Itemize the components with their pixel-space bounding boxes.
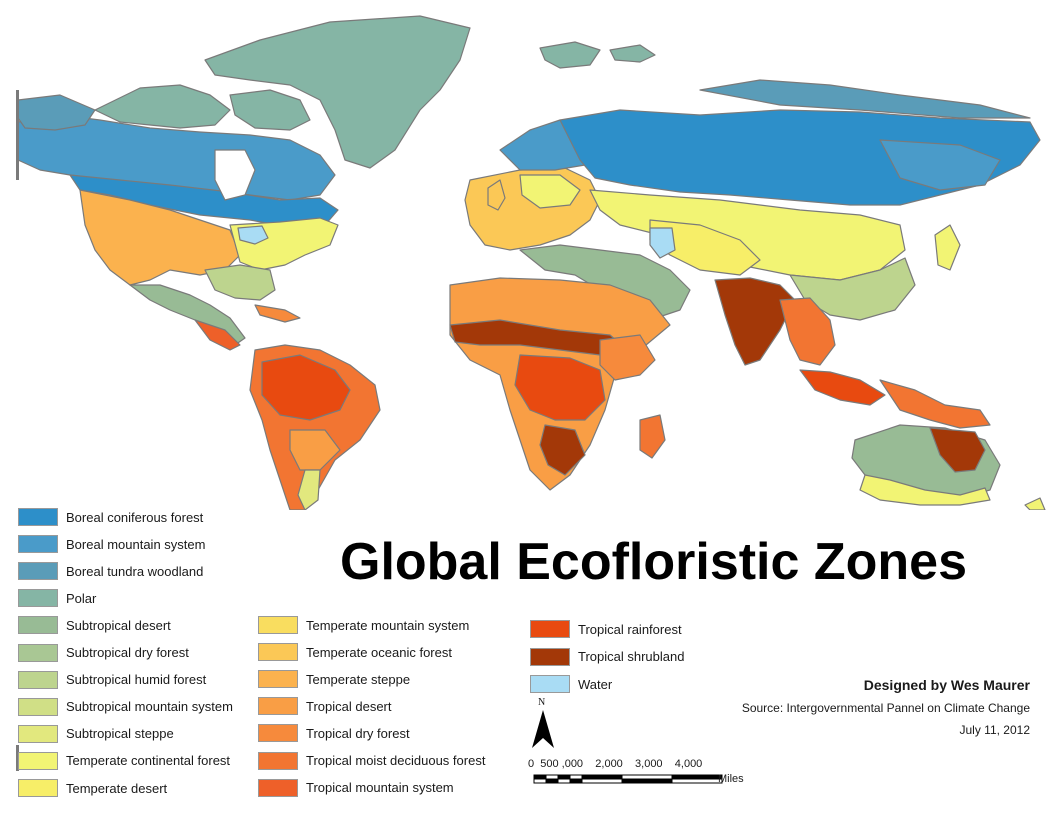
legend-label: Tropical dry forest [306,725,410,741]
legend-item: Subtropical dry forest [18,643,189,663]
north-arrow-icon [532,710,554,748]
legend-item: Temperate desert [18,778,167,798]
legend-swatch [258,697,298,716]
legend-item: Water [530,674,612,694]
legend-label: Temperate desert [66,780,168,796]
legend-label: Subtropical humid forest [66,672,207,688]
legend-label: Boreal coniferous forest [66,509,204,525]
legend-swatch [18,670,58,689]
legend-item: Tropical desert [258,696,392,716]
north-label: N [538,697,546,708]
legend-swatch [18,562,58,581]
legend-swatch [18,535,58,554]
legend-label: Tropical desert [306,698,392,714]
legend-item: Polar [18,588,96,608]
great-lakes [237,225,269,245]
legend-label: Boreal tundra woodland [66,563,204,579]
india [714,277,796,366]
legend-item: Boreal mountain system [18,534,205,554]
legend-swatch [18,508,58,526]
legend-label: Boreal mountain system [66,536,206,552]
legend-swatch [258,751,298,770]
legend-label: Tropical moist deciduous forest [306,753,486,768]
legend-swatch [258,643,298,662]
map-edge-mark [16,745,19,771]
legend-label: Subtropical desert [66,617,171,633]
legend-label: Tropical rainforest [578,621,682,637]
legend-item: Temperate continental forest [18,751,230,771]
legend-label: Subtropical dry forest [66,645,189,660]
legend-item: Tropical dry forest [258,723,410,743]
legend-swatch [530,647,570,666]
legend-swatch [258,670,298,689]
author-credit: Designed by Wes Maurer [863,677,1030,693]
map-title: Global Ecofloristic Zones [340,533,967,591]
legend-label: Water [578,676,613,692]
greenland-polar [204,15,471,169]
legend-label: Temperate mountain system [306,617,470,633]
legend-swatch [18,697,58,716]
legend-swatch [18,751,58,770]
legend-label: Temperate steppe [306,671,411,687]
legend-label: Subtropical steppe [66,726,174,742]
legend-swatch [530,620,570,638]
legend-label: Tropical shrubland [578,649,685,664]
legend-item: Temperate steppe [258,669,410,689]
scale-bar-ticks: 0 500 ,000 2,000 3,000 4,000 [528,758,703,770]
hudson-bay [214,149,256,201]
legend-swatch [18,724,58,743]
legend-item: Temperate mountain system [258,615,469,635]
legend-swatch [18,643,58,662]
arctic-islands [94,84,231,129]
legend-swatch [258,616,298,634]
scale-bar [533,774,723,784]
legend-item: Subtropical humid forest [18,670,206,690]
legend-item: Tropical mountain system [258,778,454,798]
legend-label: Temperate continental forest [66,753,231,769]
legend-swatch [530,675,570,693]
legend-label: Temperate oceanic forest [306,644,452,660]
legend-item: Temperate oceanic forest [258,642,452,662]
scale-bar-unit: Miles [718,773,744,785]
source-note: Source: Intergovernmental Pannel on Clim… [741,701,1030,715]
legend-item: Subtropical mountain system [18,697,233,717]
legend-swatch [258,724,298,743]
legend-label: Polar [66,590,97,606]
legend-swatch [18,779,58,797]
legend-label: Tropical mountain system [306,780,454,796]
legend-item: Subtropical desert [18,615,171,635]
legend-swatch [258,778,298,797]
legend-item: Tropical shrubland [530,647,684,667]
legend-item: Subtropical steppe [18,724,174,744]
legend-item: Boreal tundra woodland [18,561,203,581]
legend-label: Subtropical mountain system [66,699,233,715]
legend-swatch [18,589,58,608]
legend-item: Tropical moist deciduous forest [258,751,485,771]
map-date: July 11, 2012 [959,723,1031,737]
legend-swatch [18,616,58,635]
world-map [17,15,1046,510]
map-edge-mark [16,90,19,180]
legend-item: Boreal coniferous forest [18,507,203,527]
legend-item: Tropical rainforest [530,619,682,639]
